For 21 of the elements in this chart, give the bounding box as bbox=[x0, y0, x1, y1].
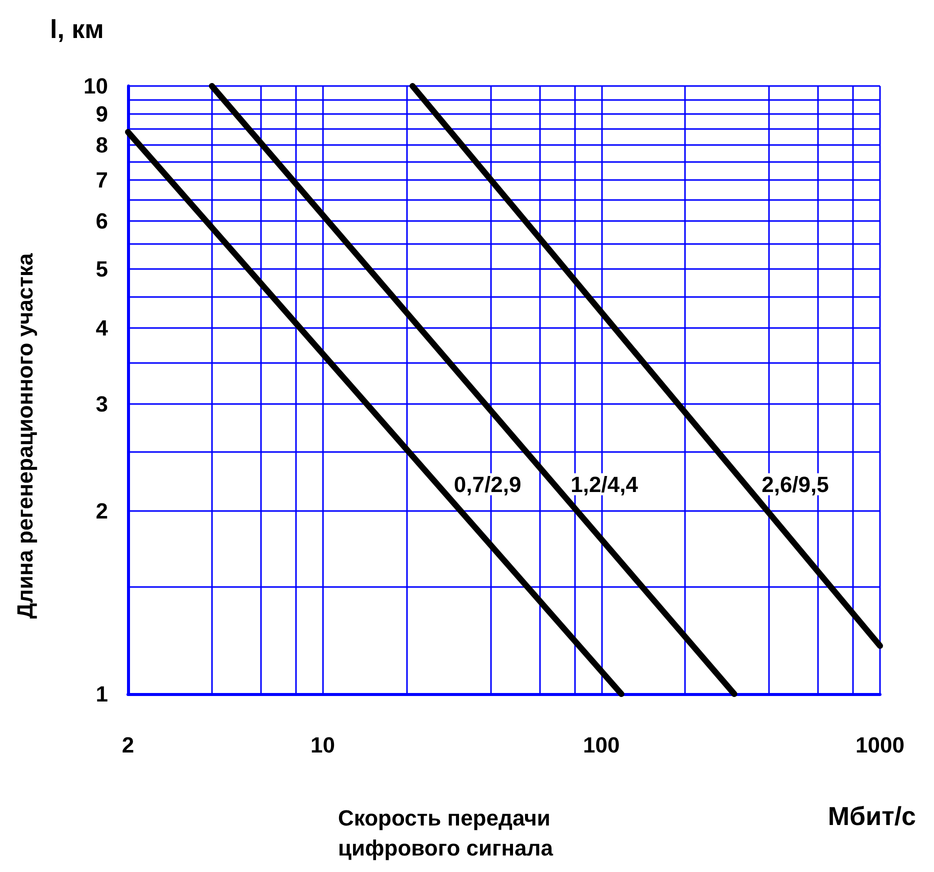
y-tick-label: 3 bbox=[96, 391, 108, 416]
y-tick-label: 10 bbox=[84, 74, 108, 98]
x-axis-title: Скорость передачи цифрового сигнала bbox=[338, 806, 557, 860]
y-tick-label: 9 bbox=[96, 101, 108, 126]
series-label: 1,2/4,4 bbox=[570, 472, 639, 497]
y-tick-label: 8 bbox=[96, 132, 108, 158]
y-tick-label: 4 bbox=[96, 315, 109, 340]
x-tick-label: 2 bbox=[122, 732, 134, 758]
series-label: 0,7/2,9 bbox=[454, 472, 522, 497]
x-tick-label: 100 bbox=[583, 732, 620, 758]
y-tick-label: 6 bbox=[96, 208, 108, 234]
text: l, км bbox=[50, 14, 104, 44]
y-axis-title: Длина регенерационного участка bbox=[12, 252, 38, 619]
y-tick-label: 1 bbox=[96, 682, 108, 706]
y-tick-label: 5 bbox=[96, 256, 108, 282]
series-label: 2,6/9,5 bbox=[762, 472, 829, 497]
x-tick-label: 1000 bbox=[856, 732, 904, 758]
text: Мбит/с bbox=[828, 801, 916, 831]
y-tick-label: 2 bbox=[96, 498, 108, 524]
y-tick-label: 7 bbox=[96, 168, 108, 193]
x-tick-label: 10 bbox=[310, 732, 335, 758]
